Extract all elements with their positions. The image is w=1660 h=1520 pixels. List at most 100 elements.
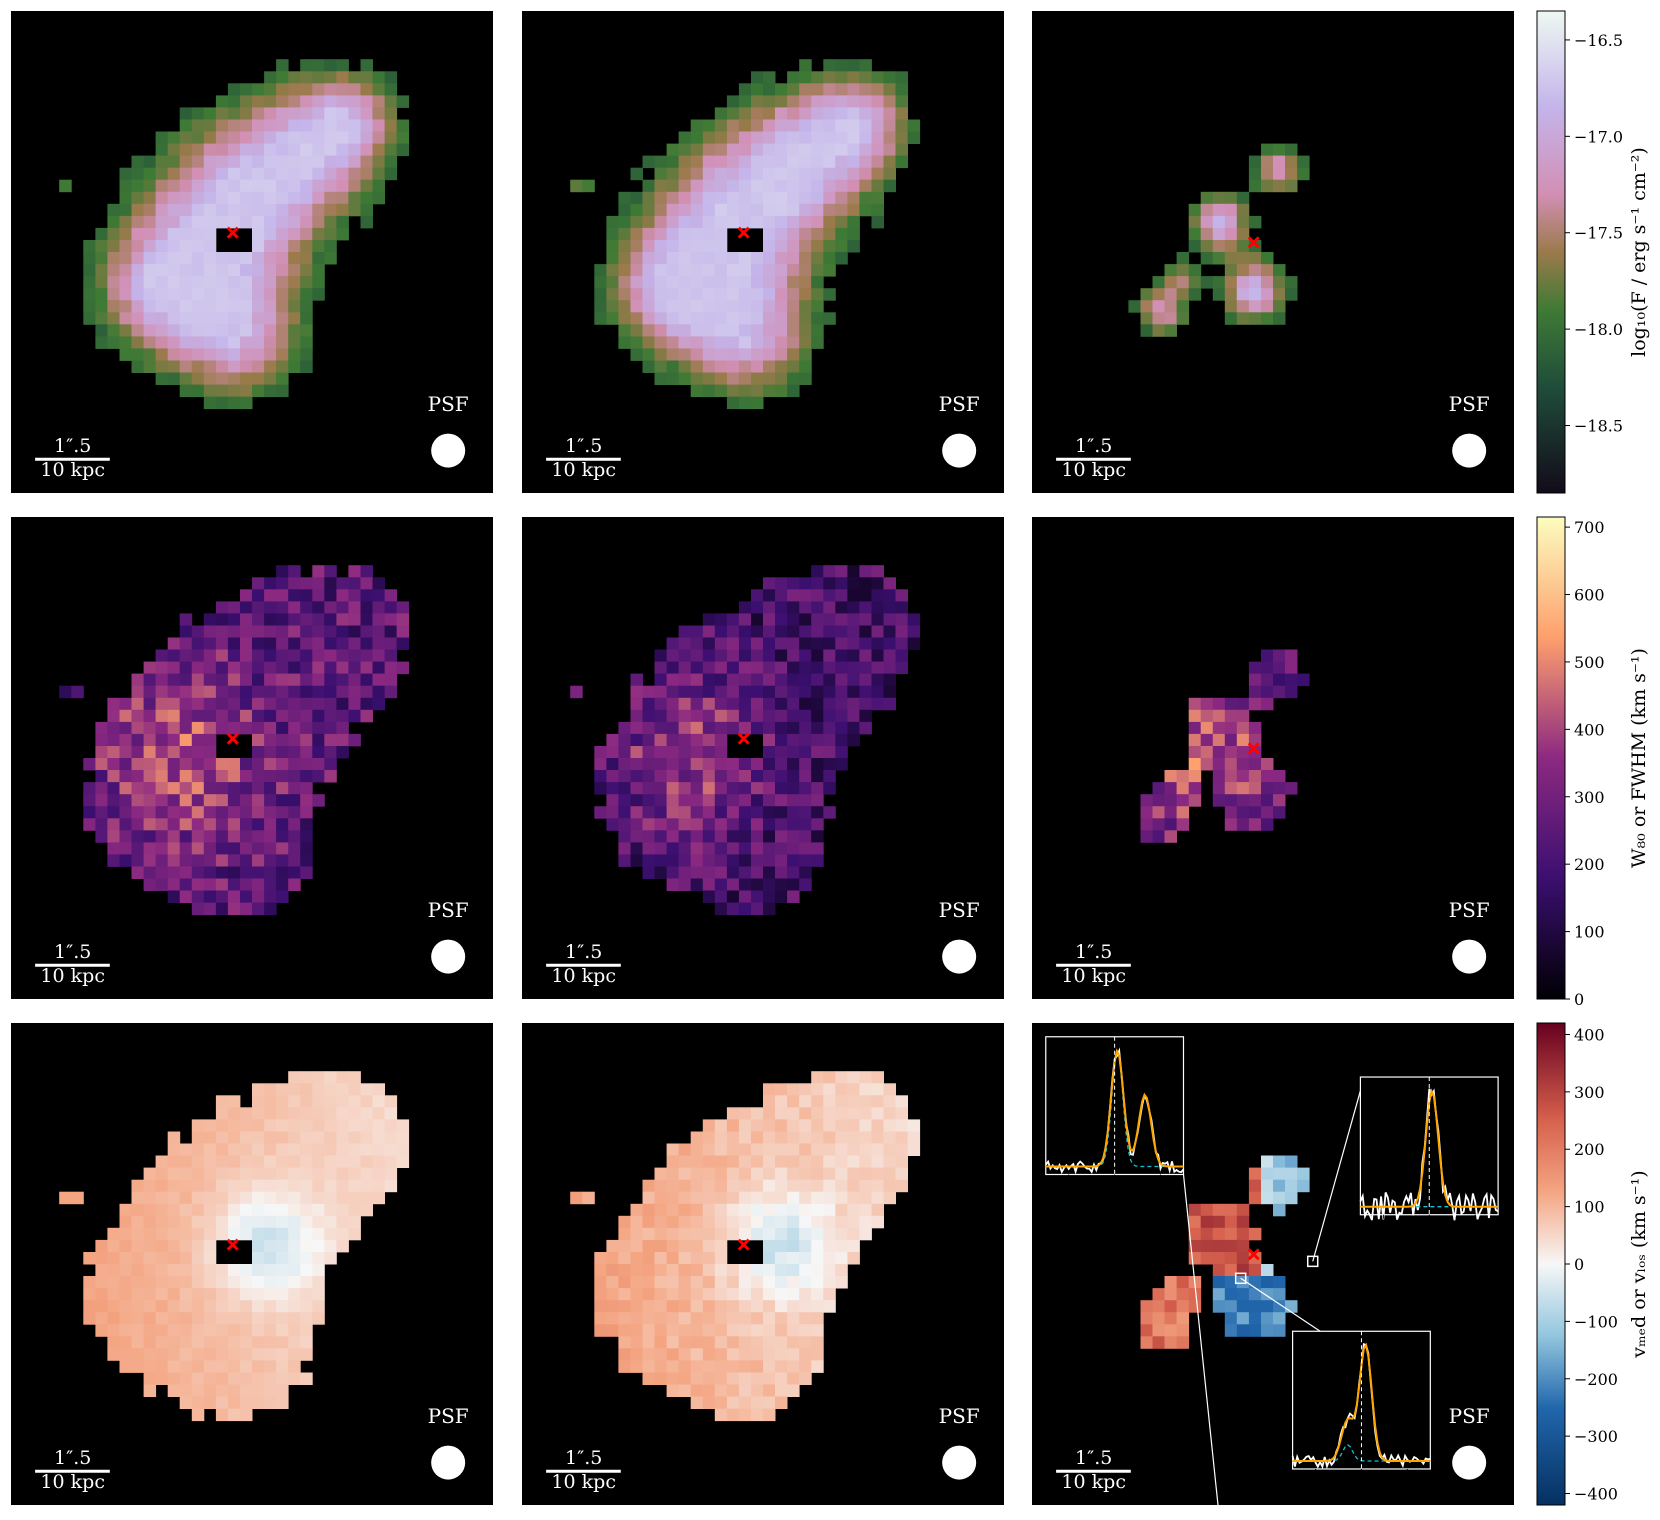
map-pixel (59, 179, 72, 193)
map-pixel (131, 746, 144, 759)
map-pixel (630, 312, 643, 325)
map-pixel (738, 1384, 752, 1397)
map-pixel (179, 372, 193, 385)
map-pixel (726, 1336, 740, 1349)
map-pixel (775, 878, 788, 891)
map-pixel (227, 191, 241, 205)
map-pixel (630, 733, 643, 747)
map-pixel (95, 746, 108, 759)
map-pixel (240, 1360, 253, 1373)
map-pixel (83, 758, 96, 771)
map-pixel (336, 131, 349, 144)
map-pixel (276, 806, 289, 819)
map-pixel (336, 1203, 349, 1217)
colorbar-tick-label: −16.5 (1574, 31, 1623, 50)
map-pixel (678, 1324, 692, 1337)
map-pixel (666, 1215, 680, 1229)
map-pixel (714, 1131, 728, 1144)
map-pixel (883, 577, 896, 590)
map-pixel (252, 95, 265, 108)
map-pixel (751, 107, 764, 120)
map-pixel (895, 661, 908, 675)
map-pixel (847, 131, 860, 144)
map-pixel (276, 1215, 289, 1229)
map-pixel (630, 818, 643, 831)
map-pixel (288, 240, 301, 253)
map-pixel (1236, 733, 1250, 747)
map-pixel (300, 613, 313, 626)
map-pixel (799, 1360, 812, 1373)
map-pixel (642, 782, 655, 795)
map-pixel (360, 119, 373, 132)
map-pixel (726, 1360, 740, 1373)
map-pixel (203, 312, 217, 325)
map-pixel (324, 758, 337, 771)
psf-label: PSF (939, 392, 980, 416)
map-pixel (871, 191, 884, 205)
map-pixel (871, 625, 884, 638)
map-pixel (288, 866, 301, 879)
map-pixel (167, 758, 181, 771)
map-pixel (240, 1107, 253, 1120)
map-pixel (690, 1312, 704, 1325)
map-pixel (1140, 1312, 1153, 1325)
map-pixel (690, 806, 704, 819)
map-pixel (751, 1227, 764, 1241)
map-pixel (871, 637, 884, 650)
psf-circle (431, 939, 466, 974)
map-pixel (787, 782, 800, 795)
map-pixel (203, 1276, 217, 1289)
map-pixel (191, 143, 205, 157)
map-pixel (642, 288, 655, 301)
map-pixel (738, 1119, 752, 1132)
map-pixel (751, 709, 764, 723)
colorbar-tick-label: 700 (1574, 518, 1605, 537)
map-pixel (859, 1071, 872, 1084)
map-pixel (1224, 721, 1238, 735)
map-pixel (726, 191, 740, 205)
map-pixel (726, 1107, 740, 1120)
map-pixel (702, 324, 716, 337)
map-pixel (702, 890, 716, 903)
map-pixel (324, 1095, 337, 1108)
map-pixel (155, 842, 169, 855)
map-pixel (690, 1300, 704, 1313)
map-pixel (714, 131, 728, 144)
map-pixel (384, 155, 398, 169)
map-pixel (811, 565, 824, 578)
map-pixel (1248, 818, 1262, 831)
map-pixel (372, 613, 385, 626)
map-pixel (1212, 276, 1226, 289)
map-pixel (775, 1372, 788, 1385)
map-pixel (690, 673, 704, 687)
map-pixel (606, 770, 619, 783)
map-pixel (823, 131, 836, 144)
map-pixel (131, 1288, 144, 1301)
map-pixel (215, 107, 229, 120)
map-pixel (336, 685, 349, 699)
map-pixel (167, 1191, 181, 1205)
map-pixel (799, 276, 812, 289)
map-pixel (276, 384, 289, 398)
map-pixel (83, 1252, 96, 1265)
map-pixel (847, 1131, 860, 1144)
map-pixel (1176, 794, 1190, 807)
map-pixel (847, 565, 860, 578)
map-pixel (895, 143, 908, 157)
map-pixel (751, 300, 764, 313)
map-pixel (372, 107, 385, 120)
map-pixel (1273, 1300, 1286, 1313)
map-pixel (714, 155, 728, 169)
map-pixel (240, 1264, 253, 1277)
map-pixel (191, 107, 205, 120)
map-pixel (594, 1300, 607, 1313)
map-pixel (763, 806, 776, 819)
map-pixel (1200, 733, 1214, 747)
map-pixel (666, 1276, 680, 1289)
map-pixel (823, 1083, 836, 1096)
map-pixel (666, 1143, 680, 1156)
map-pixel (288, 1252, 301, 1265)
map-pixel (895, 1167, 908, 1181)
map-pixel (227, 396, 241, 410)
map-pixel (300, 1264, 313, 1277)
